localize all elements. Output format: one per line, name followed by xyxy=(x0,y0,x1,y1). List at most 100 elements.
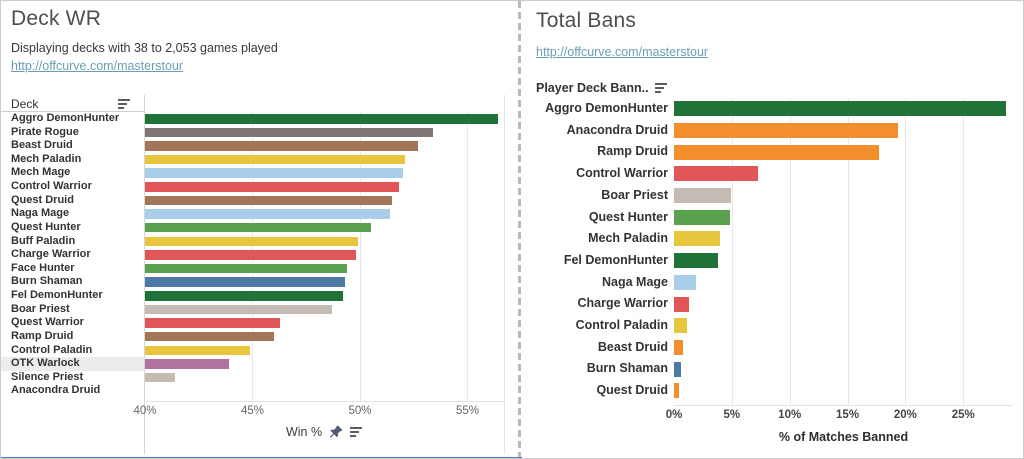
bar[interactable] xyxy=(145,168,403,178)
bar[interactable] xyxy=(674,144,879,160)
bar[interactable] xyxy=(145,372,176,383)
bar[interactable] xyxy=(674,339,684,355)
deck-label[interactable]: Burn Shaman xyxy=(11,275,83,288)
deck-label[interactable]: OTK Warlock xyxy=(1,357,144,371)
bar[interactable] xyxy=(674,231,721,247)
deck-label[interactable]: Anacondra Druid xyxy=(11,384,101,397)
bar[interactable] xyxy=(145,304,333,315)
axis-tick: 40% xyxy=(133,405,157,417)
bar[interactable] xyxy=(145,209,391,219)
deck-label[interactable]: Control Paladin xyxy=(11,343,93,356)
table-row: Quest Druid xyxy=(1,194,504,208)
deck-label[interactable]: Buff Paladin xyxy=(11,234,76,247)
table-row: Buff Paladin xyxy=(1,235,504,249)
deck-label[interactable]: Pirate Rogue xyxy=(11,125,79,138)
bar[interactable] xyxy=(145,277,345,287)
deck-label[interactable]: Ramp Druid xyxy=(11,329,74,342)
deck-label[interactable]: Quest Warrior xyxy=(11,316,84,329)
total-bans-link[interactable]: http://offcurve.com/masterstour xyxy=(536,45,709,59)
deck-label[interactable]: Aggro DemonHunter xyxy=(11,112,120,124)
bar[interactable] xyxy=(145,222,371,233)
deck-label[interactable]: Naga Mage xyxy=(602,274,668,289)
deck-label[interactable]: Beast Druid xyxy=(11,139,73,152)
sort-icon[interactable] xyxy=(654,83,667,93)
bar[interactable] xyxy=(674,166,759,182)
bar[interactable] xyxy=(145,236,358,247)
table-row: OTK Warlock xyxy=(1,357,504,371)
deck-label[interactable]: Quest Druid xyxy=(11,193,74,206)
bar[interactable] xyxy=(145,331,274,342)
bar[interactable] xyxy=(145,359,229,369)
deck-label[interactable]: Control Warrior xyxy=(576,166,668,181)
deck-label[interactable]: Quest Druid xyxy=(596,383,668,398)
bar[interactable] xyxy=(674,188,731,204)
win-axis-label: Win % xyxy=(285,425,323,439)
deck-wr-link[interactable]: http://offcurve.com/masterstour xyxy=(11,59,184,73)
bar[interactable] xyxy=(674,383,679,399)
table-row: Control Warrior xyxy=(522,163,1023,185)
bar[interactable] xyxy=(674,122,899,138)
deck-label[interactable]: Control Warrior xyxy=(11,180,92,193)
deck-label[interactable]: Mech Paladin xyxy=(588,231,668,246)
axis-tick: 50% xyxy=(348,405,372,417)
bar[interactable] xyxy=(145,141,418,151)
deck-label[interactable]: Naga Mage xyxy=(11,207,70,220)
deck-label[interactable]: Quest Hunter xyxy=(588,209,668,224)
table-row: Burn Shaman xyxy=(522,358,1023,380)
deck-label[interactable]: Control Paladin xyxy=(575,318,668,332)
deck-label[interactable]: Charge Warrior xyxy=(577,296,668,311)
bar[interactable] xyxy=(145,154,406,165)
table-row: Control Paladin xyxy=(1,344,504,358)
table-row: Mech Paladin xyxy=(522,228,1023,250)
bar[interactable] xyxy=(145,318,281,328)
bar[interactable] xyxy=(145,114,498,124)
bar[interactable] xyxy=(145,345,251,356)
sort-icon[interactable] xyxy=(350,427,363,437)
table-row: Aggro DemonHunter xyxy=(522,98,1023,120)
deck-label[interactable]: Face Hunter xyxy=(11,261,75,274)
deck-label[interactable]: Beast Druid xyxy=(597,339,668,354)
deck-label[interactable]: Fel DemonHunter xyxy=(11,289,103,302)
gridline xyxy=(789,98,791,405)
selection-indicator xyxy=(1,457,522,458)
table-row: Mech Mage xyxy=(1,166,504,180)
panel-divider-handle[interactable] xyxy=(516,1,523,458)
bar[interactable] xyxy=(145,182,399,192)
table-row: Charge Warrior xyxy=(522,293,1023,315)
table-row: Control Paladin xyxy=(522,315,1023,337)
deck-label[interactable]: Mech Mage xyxy=(11,166,71,179)
table-row: Control Warrior xyxy=(1,180,504,194)
table-row: Beast Druid xyxy=(522,337,1023,359)
table-row: Fel DemonHunter xyxy=(1,289,504,303)
deck-label[interactable]: Aggro DemonHunter xyxy=(545,101,668,115)
deck-label[interactable]: Quest Hunter xyxy=(11,220,81,233)
bar[interactable] xyxy=(674,274,696,290)
deck-label[interactable]: Boar Priest xyxy=(601,187,668,202)
bar[interactable] xyxy=(674,101,1007,117)
deck-label[interactable]: Anacondra Druid xyxy=(566,122,668,137)
pin-icon[interactable] xyxy=(329,425,343,439)
deck-label[interactable]: Fel DemonHunter xyxy=(563,252,668,267)
deck-label[interactable]: Burn Shaman xyxy=(586,361,668,376)
table-row: Ramp Druid xyxy=(1,330,504,344)
bar[interactable] xyxy=(674,318,687,334)
sort-icon[interactable] xyxy=(118,99,131,109)
bar[interactable] xyxy=(145,263,348,274)
axis-tick: 10% xyxy=(778,409,802,421)
deck-label[interactable]: Ramp Druid xyxy=(597,144,668,159)
bans-axis-label-row: % of Matches Banned xyxy=(674,430,1013,444)
bar[interactable] xyxy=(674,209,730,225)
bar[interactable] xyxy=(674,361,681,377)
bar[interactable] xyxy=(145,250,356,260)
deck-label[interactable]: Boar Priest xyxy=(11,302,70,315)
deck-column-header: Deck xyxy=(11,97,131,111)
deck-label[interactable]: Mech Paladin xyxy=(11,152,82,165)
bar[interactable] xyxy=(145,291,343,301)
deck-wr-title: Deck WR xyxy=(11,7,102,30)
bar[interactable] xyxy=(145,195,393,206)
bar[interactable] xyxy=(674,296,690,312)
deck-label[interactable]: Charge Warrior xyxy=(11,248,91,261)
deck-label[interactable]: Silence Priest xyxy=(11,370,84,383)
bar[interactable] xyxy=(145,127,434,138)
bar[interactable] xyxy=(674,253,718,269)
